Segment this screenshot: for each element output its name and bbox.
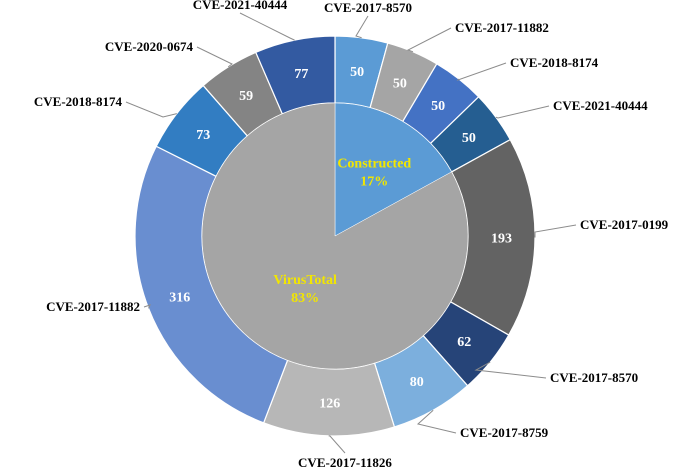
outer-slice-label: CVE-2017-8570: [550, 370, 638, 385]
leader-line: [328, 435, 346, 454]
leader-line: [416, 409, 457, 434]
outer-ring: [134, 35, 536, 437]
value-labels: 50 50 50 50 193 62 80 126 316 73 59 77: [169, 65, 512, 411]
outer-slice-label: CVE-2017-8570: [324, 0, 412, 15]
outer-slice-value: 50: [431, 99, 445, 114]
outer-slice-value: 316: [169, 290, 190, 305]
outer-slice-label: CVE-2021-40444: [553, 98, 648, 113]
outer-slice-value: 77: [294, 67, 308, 82]
outer-slice-label: CVE-2021-40444: [193, 0, 288, 12]
outer-slice-value: 73: [196, 128, 210, 143]
outer-slice-label: CVE-2017-11826: [298, 455, 392, 470]
leader-line: [534, 224, 577, 238]
inner-slice-label: Constructed: [337, 157, 411, 172]
outer-slice-value: 50: [350, 65, 364, 80]
inner-slice-constructed: [334, 102, 452, 237]
outer-slice-label: CVE-2018-8174: [510, 55, 599, 70]
leader-line: [355, 15, 369, 39]
outer-slice-label: CVE-2020-0674: [105, 39, 194, 54]
leader-line: [239, 12, 295, 41]
outer-slice-value: 50: [462, 131, 476, 146]
outer-slice-value: 126: [319, 396, 340, 411]
inner-slice-virustotal: [201, 102, 469, 370]
leader-lines: [125, 12, 577, 454]
leader-line: [495, 105, 550, 119]
outer-slice-label: CVE-2017-11882: [46, 299, 140, 314]
outer-slice-value: 50: [393, 77, 407, 92]
outer-slice-label: CVE-2017-0199: [580, 217, 669, 232]
inner-labels: Constructed 17% VirusTotal 83%: [273, 157, 411, 306]
leader-line: [456, 62, 507, 82]
outer-slice-label: CVE-2018-8174: [34, 94, 123, 109]
outer-slice-value: 62: [457, 335, 471, 350]
leader-line: [143, 304, 151, 309]
outer-slice-label: CVE-2017-8759: [460, 425, 549, 440]
leader-line: [125, 101, 177, 118]
outer-slice-value: 80: [410, 375, 424, 390]
inner-slice-percent: 17%: [360, 175, 388, 190]
inner-pie: [201, 102, 469, 370]
outer-labels: CVE-2017-8570 CVE-2017-11882 CVE-2018-8174…: [34, 0, 669, 470]
leader-line: [196, 46, 233, 68]
outer-slice-value: 59: [239, 89, 253, 104]
leader-line: [474, 361, 547, 379]
inner-slice-percent: 83%: [291, 291, 319, 306]
outer-slice-label: CVE-2017-11882: [455, 20, 549, 35]
leader-line: [406, 27, 452, 53]
inner-slice-label: VirusTotal: [273, 273, 337, 288]
outer-slice-value: 193: [491, 231, 512, 246]
